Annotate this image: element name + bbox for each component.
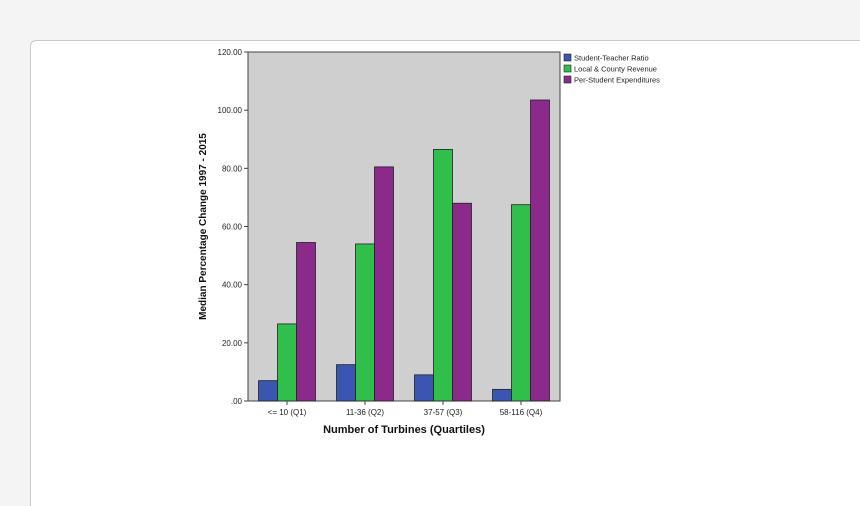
- bar-student-teacher-ratio-1: [258, 380, 278, 402]
- y-tick-label: 100.00: [218, 106, 243, 115]
- bar-local-county-revenue-3: [433, 149, 453, 402]
- bar-student-teacher-ratio-3: [414, 374, 434, 402]
- x-tick-label: <= 10 (Q1): [268, 408, 307, 417]
- bar-local-county-revenue-4: [511, 204, 531, 402]
- bar-per-student-expenditures-2: [374, 166, 394, 402]
- y-tick-label: 120.00: [218, 48, 243, 57]
- bar-student-teacher-ratio-4: [492, 388, 512, 402]
- y-axis: .00 20.00 40.00 60.00 80.00 100.00 120.00: [218, 48, 248, 406]
- bar-per-student-expenditures-3: [452, 202, 472, 402]
- bar-per-student-expenditures-1: [296, 242, 316, 402]
- bar-local-county-revenue-2: [355, 243, 375, 402]
- chart-figure: .00 20.00 40.00 60.00 80.00 100.00 120.00 <= 1…: [196, 48, 672, 438]
- bar-student-teacher-ratio-2: [336, 364, 356, 402]
- y-tick-label: 20.00: [222, 339, 243, 348]
- bar-chart: .00 20.00 40.00 60.00 80.00 100.00 120.00 <= 1…: [198, 48, 660, 436]
- legend-label: Local & County Revenue: [574, 65, 657, 74]
- bar-per-student-expenditures-4: [530, 99, 550, 402]
- legend-swatch: [563, 64, 572, 73]
- x-tick-label: 58-116 (Q4): [500, 408, 543, 417]
- y-axis-label: Median Percentage Change 1997 - 2015: [198, 133, 209, 320]
- legend-swatch: [563, 75, 572, 84]
- bar-local-county-revenue-1: [277, 323, 297, 402]
- legend-label: Student-Teacher Ratio: [574, 54, 649, 63]
- legend-label: Per-Student Expenditures: [574, 76, 660, 85]
- y-tick-label: 40.00: [222, 281, 243, 290]
- y-tick-label: .00: [231, 397, 243, 406]
- x-tick-label: 37-57 (Q3): [424, 408, 463, 417]
- legend: Student-Teacher Ratio Local & County Reve…: [563, 53, 660, 85]
- x-tick-label: 11-36 (Q2): [346, 408, 384, 417]
- x-axis-label: Number of Turbines (Quartiles): [323, 424, 485, 436]
- y-tick-label: 60.00: [222, 223, 243, 232]
- x-axis: <= 10 (Q1) 11-36 (Q2) 37-57 (Q3) 58-116 (Q4…: [268, 401, 543, 417]
- y-tick-label: 80.00: [222, 164, 243, 173]
- legend-swatch: [563, 53, 572, 62]
